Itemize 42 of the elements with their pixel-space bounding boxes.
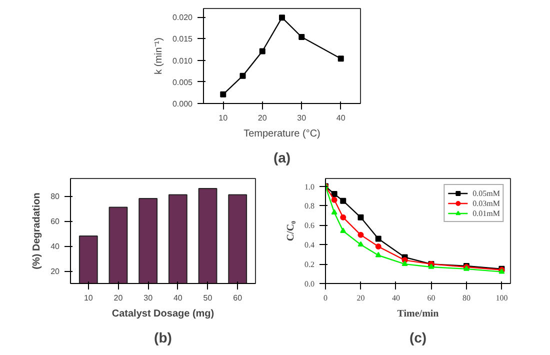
legend-label: 0.03mM <box>472 198 500 208</box>
x-tick-label: 10 <box>218 114 228 122</box>
x-tick-label: 60 <box>427 294 436 302</box>
y-tick-label: 0.4 <box>304 240 314 250</box>
x-tick-label: 30 <box>297 114 307 122</box>
x-axis-title: Time/min <box>397 308 440 320</box>
y-tick-label: 0.0 <box>304 280 314 288</box>
x-tick-label: 20 <box>258 114 268 122</box>
y-tick-label: 0.005 <box>172 78 194 87</box>
x-tick-label: 20 <box>114 294 124 302</box>
text: (c) <box>409 330 427 346</box>
y-tick-label: 60 <box>50 217 60 226</box>
x-tick-label: 80 <box>462 294 470 302</box>
x-tick-label: 10 <box>84 294 94 302</box>
x-tick-label: 30 <box>144 294 154 302</box>
x-tick-label: 0 <box>324 294 328 302</box>
text: (a) <box>273 150 291 166</box>
y-tick-label: 0.6 <box>304 221 314 230</box>
y-axis-title: C/C₀ <box>286 220 296 242</box>
y-tick-label: 0.020 <box>172 13 194 22</box>
x-tick-label: 50 <box>203 294 213 302</box>
legend-label: 0.05mM <box>472 188 500 198</box>
y-tick-label: 0.010 <box>172 56 194 66</box>
y-tick-label: 40 <box>50 242 60 251</box>
x-tick-label: 60 <box>233 294 243 302</box>
text: (b) <box>154 330 172 346</box>
y-tick-label: 0.8 <box>304 202 314 211</box>
y-tick-label: 0.000 <box>172 100 194 108</box>
y-tick-label: 20 <box>50 267 60 276</box>
y-tick-label: 0.015 <box>172 34 194 44</box>
x-axis-title: Temperature (°C) <box>244 128 320 140</box>
x-tick-label: 100 <box>496 294 508 302</box>
legend-label: 0.01mM <box>472 208 500 218</box>
x-tick-label: 40 <box>392 294 400 302</box>
y-tick-label: 0.2 <box>304 260 314 270</box>
y-tick-label: 80 <box>50 192 60 201</box>
x-tick-label: 40 <box>336 114 346 122</box>
y-tick-label: 1.0 <box>304 182 314 192</box>
y-axis-title: k (min⁻¹) <box>153 38 164 74</box>
x-axis-title: Catalyst Dosage (mg) <box>112 308 214 320</box>
y-axis-title: (%) Degradation <box>32 192 43 270</box>
x-tick-label: 20 <box>356 294 365 302</box>
